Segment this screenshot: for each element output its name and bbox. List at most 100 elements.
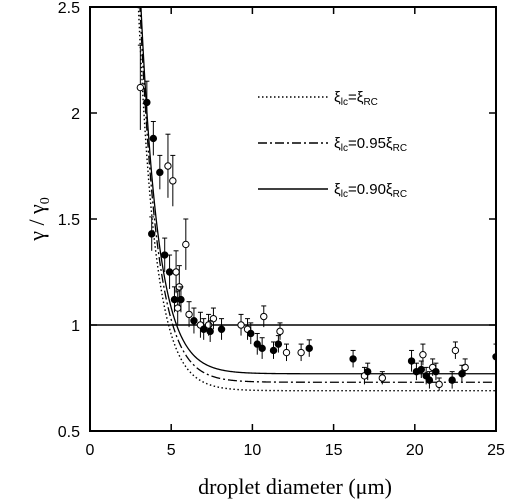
data-point-filled [143, 80, 151, 124]
marker [182, 240, 190, 249]
marker [164, 162, 172, 170]
marker [419, 350, 427, 359]
data-point-filled [206, 320, 214, 342]
data-point-filled [417, 360, 425, 378]
marker [143, 98, 151, 107]
data-point-open [378, 371, 387, 385]
data-point-filled [349, 349, 357, 368]
axis-ticks: 0 5 10 15 20 25 0.5 1 1.5 2 2.5 [58, 0, 505, 459]
data-point-filled [247, 322, 255, 345]
x-axis-title: droplet diameter (μm) [198, 474, 392, 499]
marker [173, 304, 182, 312]
data-point-open [435, 377, 443, 391]
marker [448, 376, 456, 384]
marker [185, 310, 193, 319]
marker [269, 346, 278, 355]
data-point-open [237, 313, 245, 336]
data-point-open [419, 343, 427, 366]
marker [206, 327, 214, 336]
marker [282, 348, 291, 357]
marker [209, 314, 218, 323]
marker [148, 230, 156, 238]
marker [417, 365, 425, 374]
marker [378, 374, 387, 382]
y-axis-title: γ / γ0 [24, 197, 53, 242]
marker [247, 329, 255, 338]
data-point-open [136, 44, 145, 130]
marker [190, 317, 198, 325]
marker [451, 346, 460, 355]
y-tick-label: 0.5 [58, 424, 80, 441]
x-tick-label: 0 [86, 442, 95, 459]
marker [305, 344, 313, 353]
marker [237, 321, 245, 329]
marker [156, 168, 164, 177]
data-point-open [282, 343, 291, 362]
legend-label: ξlc=0.95ξRC [334, 135, 407, 154]
marker [349, 355, 357, 363]
y-tick-label: 2.5 [58, 0, 80, 17]
y-tick-label: 1 [71, 318, 80, 335]
data-point-filled [274, 335, 283, 353]
marker [136, 83, 145, 92]
marker [258, 344, 266, 353]
data-point-filled [156, 154, 164, 190]
marker [149, 134, 158, 143]
legend: ξlc=ξRC ξlc=0.95ξRC ξlc=0.90ξRC [258, 89, 407, 200]
fit-curve-dash-dot [139, 7, 496, 383]
x-tick-label: 20 [406, 442, 424, 459]
data-point-filled [148, 216, 156, 251]
data-point-filled [253, 332, 261, 355]
data-point-filled [364, 362, 372, 381]
marker [165, 268, 174, 276]
data-point-open [297, 343, 305, 362]
data-point-filled [305, 339, 313, 357]
data-point-open [185, 301, 193, 328]
marker [253, 340, 261, 348]
marker [172, 268, 180, 276]
data-point-open [169, 154, 177, 207]
marker [199, 325, 208, 333]
marker [276, 327, 284, 336]
data-point-filled [258, 337, 266, 359]
y-tick-label: 1.5 [58, 212, 80, 229]
data-point-filled [269, 341, 278, 359]
x-tick-label: 25 [487, 442, 505, 459]
data-point-open [276, 322, 284, 340]
x-tick-label: 10 [244, 442, 262, 459]
data-point-open [451, 341, 460, 359]
data-point-filled [432, 362, 440, 381]
marker [425, 376, 434, 384]
data-point-filled [165, 254, 174, 289]
marker [435, 380, 443, 389]
x-tick-label: 15 [325, 442, 343, 459]
data-point-filled [217, 318, 226, 340]
marker [297, 348, 305, 357]
data-point-open [260, 305, 268, 328]
data-point-open [164, 133, 172, 198]
data-points [136, 44, 496, 391]
data-point-open [182, 218, 190, 270]
marker [177, 295, 185, 304]
marker [260, 312, 268, 321]
marker [170, 295, 179, 304]
data-point-filled [199, 318, 208, 340]
marker [364, 367, 372, 376]
marker [407, 357, 416, 365]
data-point-filled [177, 286, 185, 313]
marker [432, 367, 440, 376]
y-tick-label: 2 [71, 106, 80, 123]
marker [217, 325, 226, 333]
legend-label: ξlc=ξRC [334, 89, 378, 108]
data-point-filled [149, 120, 158, 156]
data-point-filled [425, 371, 434, 389]
marker [169, 177, 177, 185]
data-point-filled [407, 349, 416, 372]
x-tick-label: 5 [167, 442, 176, 459]
marker [458, 370, 466, 378]
data-point-open [209, 307, 218, 330]
data-point-filled [161, 237, 169, 272]
data-point-filled [448, 371, 456, 389]
